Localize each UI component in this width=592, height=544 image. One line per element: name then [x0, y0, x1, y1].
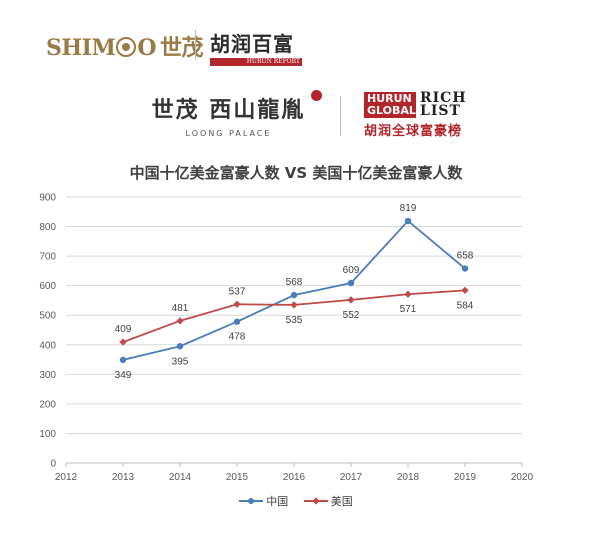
data-label: 552 — [343, 310, 360, 321]
data-point — [404, 290, 412, 298]
data-label: 481 — [172, 303, 189, 314]
loong-palace-logo: 世茂 西山龍胤 LOONG PALACE — [137, 90, 322, 138]
data-point — [347, 296, 355, 304]
y-tick-label: 800 — [39, 222, 56, 233]
rich-list: LIST — [420, 103, 461, 119]
loong-logo-cn: 世茂 西山龍胤 — [151, 97, 306, 123]
x-tick-label: 2019 — [454, 472, 477, 483]
hurun-logo-cn: 胡润百富 — [210, 32, 294, 56]
y-tick-label: 500 — [39, 311, 56, 322]
x-tick-label: 2013 — [112, 472, 135, 483]
data-label: 609 — [343, 265, 360, 276]
rich-rich: RICH — [420, 90, 467, 106]
y-tick-label: 200 — [39, 399, 56, 410]
legend-swatch-usa — [303, 496, 328, 506]
x-tick-label: 2015 — [226, 472, 249, 483]
chart-legend: 中国 美国 — [0, 493, 592, 509]
data-label: 395 — [172, 356, 189, 367]
data-point — [233, 300, 241, 308]
shimao-emblem-icon — [116, 37, 137, 57]
hurun-report-bar: HURUN REPORT — [210, 58, 302, 66]
series-line-0 — [122, 219, 466, 361]
logo-divider-mid — [340, 96, 341, 136]
data-label: 349 — [115, 370, 132, 381]
data-label: 819 — [400, 203, 417, 214]
y-tick-label: 100 — [39, 429, 56, 440]
legend-swatch-china — [239, 496, 264, 506]
chart-title: 中国十亿美金富豪人数 VS 美国十亿美金富豪人数 — [129, 164, 463, 182]
y-tick-label: 300 — [39, 370, 56, 381]
x-tick-label: 2016 — [283, 472, 306, 483]
legend-label-china: 中国 — [266, 495, 289, 508]
data-label: 584 — [457, 300, 474, 311]
data-label: 537 — [229, 286, 246, 297]
shimao-logo-latin: SHIM — [46, 35, 116, 61]
x-tick-label: 2012 — [55, 472, 78, 483]
rich-hurun: HURUN — [367, 92, 412, 105]
shimao-logo: SHIM O 世茂 — [46, 30, 204, 62]
y-tick-label: 400 — [39, 340, 56, 351]
y-tick-label: 700 — [39, 252, 56, 263]
data-label: 571 — [400, 304, 417, 315]
x-tick-label: 2014 — [169, 472, 192, 483]
hurun-global-rich-list-logo: HURUN GLOBAL RICH LIST 胡润全球富豪榜 — [364, 90, 467, 139]
hurun-report-logo: 胡润百富 HURUN REPORT — [210, 28, 302, 66]
logo-divider — [195, 30, 196, 60]
data-point — [119, 356, 127, 364]
data-point — [461, 286, 469, 294]
y-tick-label: 600 — [39, 281, 56, 292]
data-point — [290, 301, 298, 309]
x-tick-label: 2017 — [340, 472, 363, 483]
x-tick-label: 2018 — [397, 472, 420, 483]
y-tick-label: 900 — [39, 193, 56, 204]
legend-item-china: 中国 — [239, 493, 288, 509]
data-label: 478 — [229, 332, 246, 343]
data-label: 409 — [115, 324, 132, 335]
rich-global: GLOBAL — [367, 104, 416, 117]
data-label: 658 — [457, 251, 474, 262]
rich-list-redbox: HURUN GLOBAL — [364, 92, 416, 118]
loong-logo-en: LOONG PALACE — [185, 129, 272, 138]
data-point — [290, 291, 298, 299]
legend-label-usa: 美国 — [330, 495, 353, 508]
data-point — [176, 317, 184, 325]
rich-list-words: RICH LIST — [420, 90, 467, 119]
data-point — [347, 279, 355, 287]
shimao-logo-latin-tail: O — [137, 35, 156, 61]
data-point — [176, 343, 184, 350]
y-tick-label: 0 — [50, 459, 56, 470]
data-label: 535 — [286, 315, 303, 326]
data-point — [404, 217, 412, 225]
loong-badge-icon — [311, 90, 322, 101]
data-point — [119, 338, 127, 346]
data-point — [233, 318, 241, 325]
data-point — [461, 265, 469, 272]
legend-item-usa: 美国 — [303, 493, 353, 509]
data-label: 568 — [286, 277, 303, 288]
x-tick-label: 2020 — [511, 472, 534, 483]
rich-list-cn: 胡润全球富豪榜 — [364, 124, 463, 139]
shimao-logo-cn: 世茂 — [160, 35, 204, 61]
